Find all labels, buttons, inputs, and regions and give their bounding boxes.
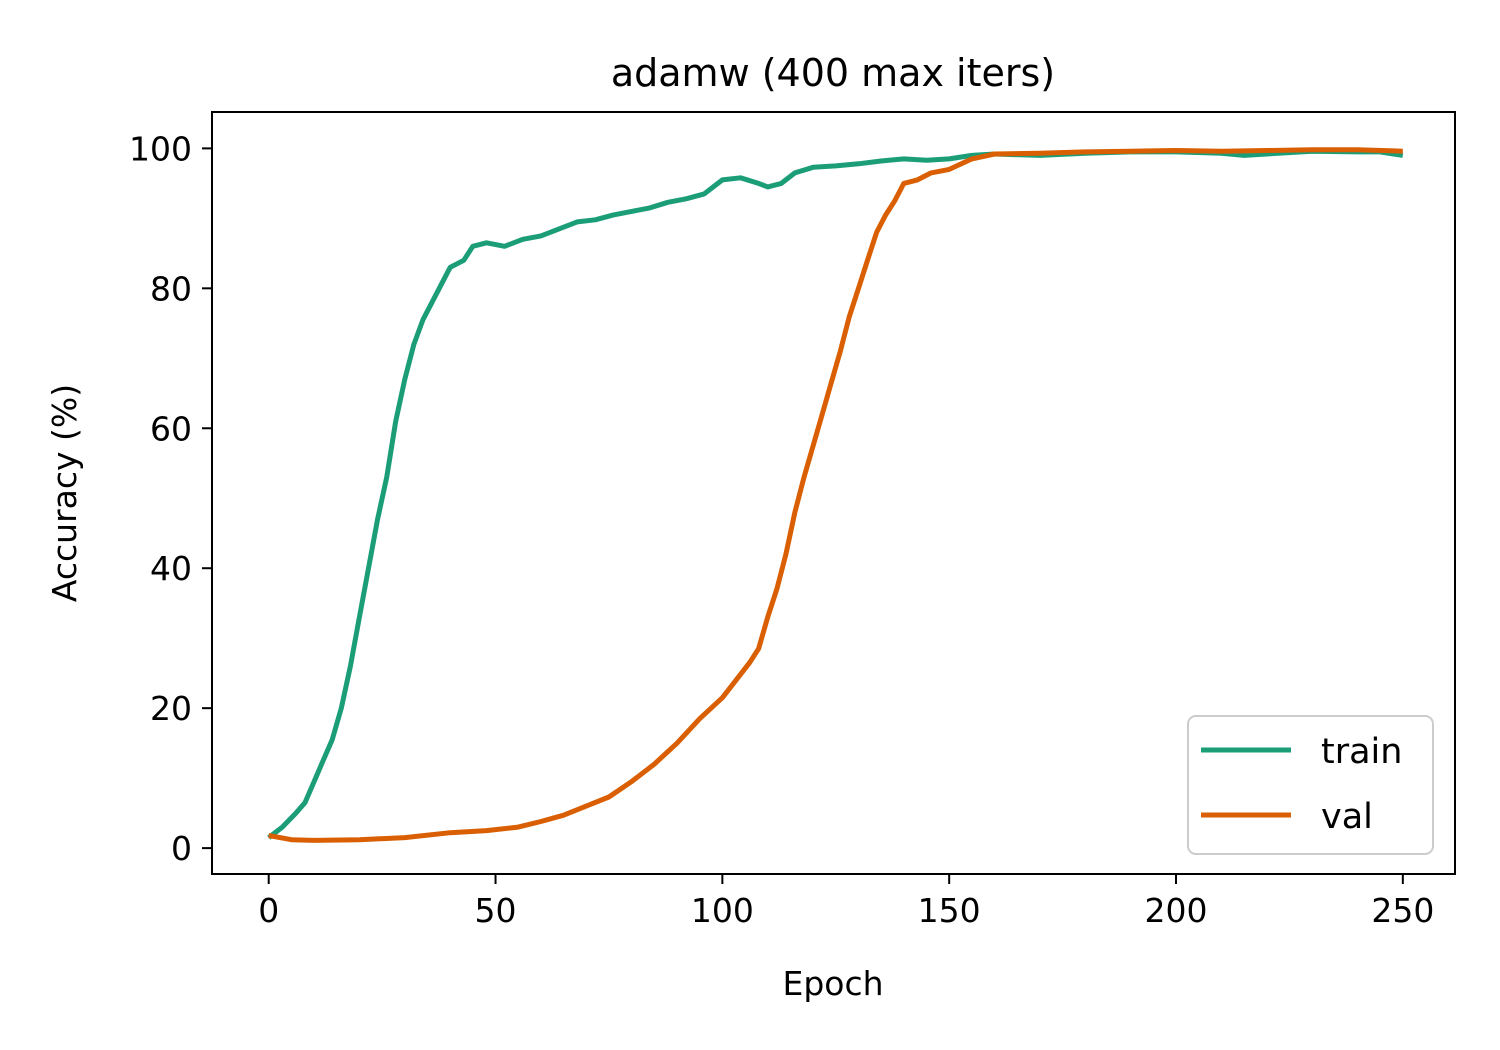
x-tick-label: 200: [1145, 891, 1208, 930]
y-axis-ticks: 0 20 40 60 80 100: [129, 129, 212, 868]
y-tick-label: 0: [171, 829, 192, 868]
y-tick-label: 60: [150, 409, 192, 448]
x-tick-label: 150: [918, 891, 981, 930]
x-axis-label: Epoch: [782, 964, 883, 1003]
series-line-val: [268, 147, 1403, 843]
x-tick-label: 250: [1371, 891, 1434, 930]
legend-label-train: train: [1321, 732, 1402, 772]
x-tick-label: 50: [475, 891, 517, 930]
plot-area-frame: [211, 111, 1456, 875]
y-axis-label: Accuracy (%): [45, 384, 84, 602]
x-axis-ticks: 0 50 100 150 200 250: [258, 874, 1434, 930]
series-layer: [267, 147, 1404, 843]
y-tick-label: 100: [129, 129, 192, 168]
x-tick-label: 0: [258, 891, 279, 930]
y-tick-label: 40: [150, 549, 192, 588]
y-tick-label: 80: [150, 269, 192, 308]
x-tick-label: 100: [691, 891, 754, 930]
legend-label-val: val: [1321, 797, 1373, 837]
chart-title: adamw (400 max iters): [611, 51, 1055, 95]
legend: train val: [1187, 715, 1434, 855]
y-tick-label: 20: [150, 689, 192, 728]
